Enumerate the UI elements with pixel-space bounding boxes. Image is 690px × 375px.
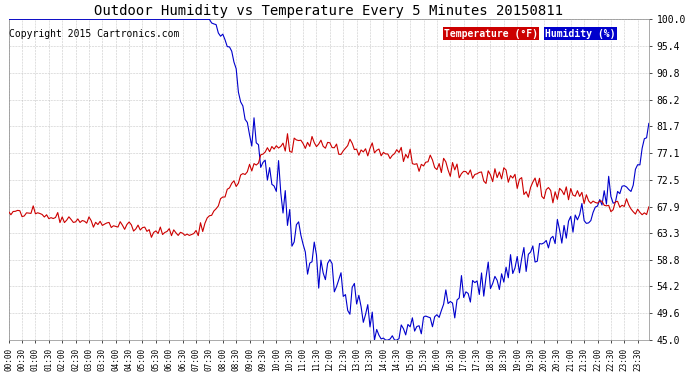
Text: Temperature (°F): Temperature (°F) [444,29,538,39]
Title: Outdoor Humidity vs Temperature Every 5 Minutes 20150811: Outdoor Humidity vs Temperature Every 5 … [95,4,563,18]
Text: Humidity (%): Humidity (%) [545,29,615,39]
Text: Copyright 2015 Cartronics.com: Copyright 2015 Cartronics.com [9,29,179,39]
